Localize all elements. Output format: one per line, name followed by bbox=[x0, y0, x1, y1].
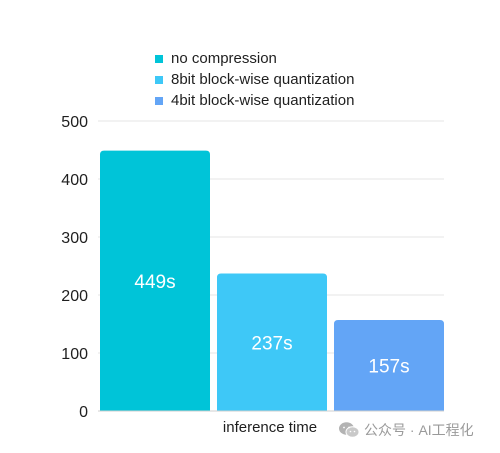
y-tick-label: 400 bbox=[61, 172, 88, 189]
legend-item: 4bit block-wise quantization bbox=[155, 90, 354, 111]
legend-label: 8bit block-wise quantization bbox=[171, 71, 355, 88]
watermark-text: 公众号 · AI工程化 bbox=[364, 422, 474, 438]
y-tick-label: 500 bbox=[61, 114, 88, 131]
bar-no-compression bbox=[100, 150, 210, 411]
bar-8bit bbox=[217, 273, 327, 411]
legend-swatch-4bit bbox=[155, 96, 163, 105]
bar-value-label: 449s bbox=[134, 272, 175, 293]
legend-swatch-8bit bbox=[155, 75, 163, 84]
watermark: 公众号 · AI工程化 bbox=[338, 420, 474, 440]
legend-label: 4bit block-wise quantization bbox=[171, 92, 355, 109]
legend-item: no compression bbox=[155, 48, 354, 69]
x-axis-label: inference time bbox=[223, 419, 317, 436]
bar-value-label: 157s bbox=[368, 356, 409, 377]
y-tick-label: 0 bbox=[79, 404, 88, 421]
y-tick-label: 200 bbox=[61, 288, 88, 305]
legend: no compression 8bit block-wise quantizat… bbox=[155, 48, 354, 111]
legend-item: 8bit block-wise quantization bbox=[155, 69, 354, 90]
y-tick-label: 100 bbox=[61, 346, 88, 363]
legend-label: no compression bbox=[171, 50, 277, 67]
bar-4bit bbox=[334, 319, 444, 411]
wechat-icon bbox=[339, 422, 360, 438]
y-tick-label: 300 bbox=[61, 230, 88, 247]
legend-swatch-no-compression bbox=[155, 54, 163, 63]
bar-value-label: 237s bbox=[251, 333, 292, 354]
